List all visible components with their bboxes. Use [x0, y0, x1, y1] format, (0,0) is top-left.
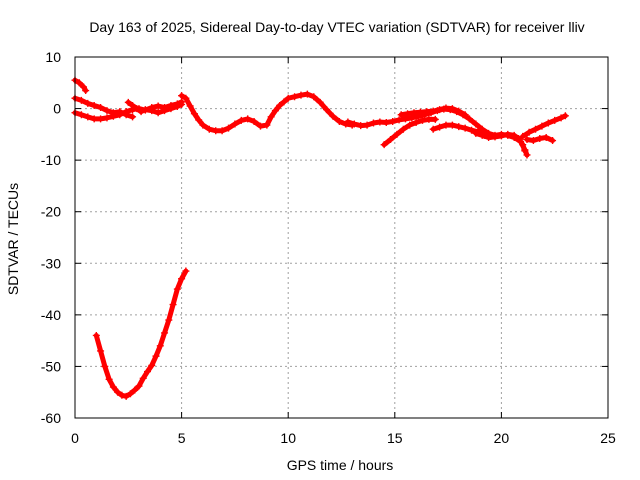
y-axis-label: SDTVAR / TECUs [5, 183, 21, 295]
series-trace [381, 116, 438, 148]
plot-frame [74, 56, 609, 419]
series-trace [398, 105, 468, 118]
series-trace [520, 113, 568, 139]
y-tick-label: -50 [41, 358, 61, 374]
y-tick-label: 10 [45, 49, 61, 65]
series-trace [93, 268, 189, 399]
series-trace [125, 99, 185, 116]
series-pass-dip [92, 267, 190, 400]
chart-title: Day 163 of 2025, Sidereal Day-to-day VTE… [89, 19, 584, 35]
x-tick-label: 20 [494, 430, 510, 446]
x-tick-label: 5 [178, 430, 186, 446]
series-trace [524, 134, 556, 144]
series-pass-main [178, 90, 356, 135]
series-pass-late [472, 129, 529, 155]
x-tick-label: 15 [387, 430, 403, 446]
x-tick-label: 0 [71, 430, 79, 446]
series-pass-slash [380, 115, 439, 149]
series-pass-upper [397, 104, 469, 119]
grid-lines [75, 57, 608, 418]
series-trace [72, 77, 89, 94]
series-trace [473, 130, 528, 154]
series-trace [179, 91, 355, 134]
series-pass-c [124, 98, 186, 117]
y-tick-label: 0 [53, 101, 61, 117]
y-tick-label: -10 [41, 152, 61, 168]
y-tick-label: -20 [41, 204, 61, 220]
series-pass-end [519, 112, 569, 140]
x-axis-label: GPS time / hours [287, 457, 394, 473]
data-series [71, 76, 569, 400]
y-tick-label: -40 [41, 307, 61, 323]
series-pass-end-low [523, 133, 557, 145]
y-tick-label: -60 [41, 410, 61, 426]
axis-ticks [74, 56, 609, 419]
tick-labels: 0 5 10 15 20 25 10 0 -10 -20 -30 -40 -50 -60 [41, 49, 616, 446]
series-trace [72, 99, 185, 122]
y-tick-label: -30 [41, 255, 61, 271]
x-tick-label: 25 [600, 430, 616, 446]
x-tick-label: 10 [280, 430, 296, 446]
